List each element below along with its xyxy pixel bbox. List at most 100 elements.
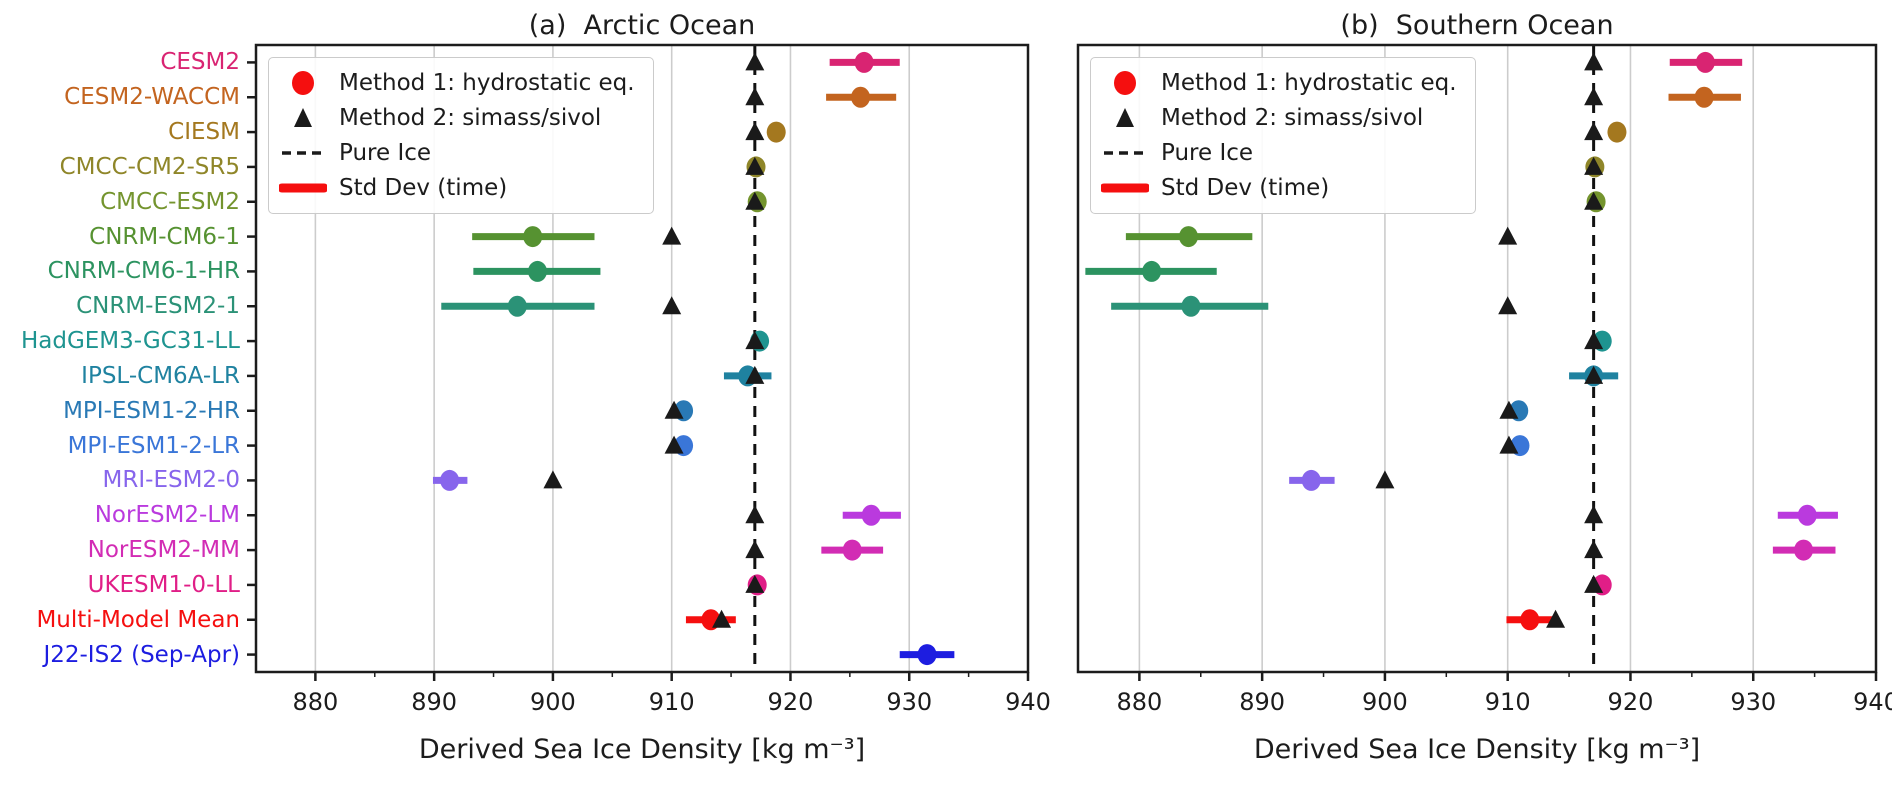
- arctic-row-MRI-ESM2-0: [432, 469, 563, 491]
- legend-item: Std Dev (time): [1101, 172, 1457, 204]
- method2-triangle: [662, 296, 682, 315]
- legend-item: Std Dev (time): [279, 172, 635, 204]
- legend-item: Method 1: hydrostatic eq.: [1101, 67, 1457, 99]
- method2-triangle: [1584, 365, 1604, 384]
- circle-icon: [279, 68, 327, 98]
- thick-line-icon: [279, 173, 327, 203]
- dashed-line-legend-icon: [282, 151, 324, 155]
- method2-triangle: [662, 226, 682, 245]
- triangle-icon: [279, 103, 327, 133]
- triangle-icon: [1101, 103, 1149, 133]
- panel-b-title: (b) Southern Ocean: [1340, 10, 1614, 41]
- x-tick-label: 900: [530, 688, 576, 716]
- legend-label: Pure Ice: [339, 140, 432, 166]
- method2-triangle: [1584, 87, 1604, 106]
- model-label-MPI-ESM1-2-HR: MPI-ESM1-2-HR: [63, 397, 240, 424]
- x-tick-label: 920: [1608, 688, 1654, 716]
- y-ticks: [247, 61, 256, 656]
- arctic-row-CESM2-WACCM: [745, 86, 897, 108]
- southern-row-CMCC-ESM2: [1584, 191, 1606, 213]
- method1-circle: [1301, 469, 1321, 491]
- southern-x-axis: 880 890 900 910 920 930 940: [1116, 672, 1892, 716]
- model-label-UKESM1-0-LL: UKESM1-0-LL: [87, 571, 240, 598]
- arctic-row-HadGEM3-GC31-LL: [745, 330, 770, 352]
- southern-row-CMCC-CM2-SR5: [1584, 156, 1605, 178]
- method2-triangle: [745, 87, 765, 106]
- panel-arctic: 880 890 900 910 920 930 940: [247, 43, 1051, 716]
- legend-label: Std Dev (time): [1161, 175, 1330, 201]
- model-label-NorESM2-MM: NorESM2-MM: [87, 537, 240, 564]
- model-label-NorESM2-LM: NorESM2-LM: [94, 502, 240, 529]
- x-tick-label: 940: [1005, 688, 1051, 716]
- thick-line-icon: [1101, 173, 1149, 203]
- method1-circle: [1178, 226, 1198, 248]
- southern-row-Multi-Model Mean: [1506, 609, 1566, 631]
- southern-row-CNRM-CM6-1: [1125, 226, 1518, 248]
- method1-circle: [917, 644, 937, 666]
- method2-triangle: [745, 540, 765, 559]
- method1-circle: [842, 539, 862, 561]
- model-label-IPSL-CM6A-LR: IPSL-CM6A-LR: [81, 362, 240, 389]
- model-label-CMCC-CM2-SR5: CMCC-CM2-SR5: [59, 153, 240, 180]
- arctic-row-CIESM: [745, 121, 786, 143]
- arctic-row-Multi-Model Mean: [685, 609, 736, 631]
- southern-row-CESM2-WACCM: [1584, 86, 1741, 108]
- dashed-line-legend-icon: [1104, 151, 1146, 155]
- arctic-row-IPSL-CM6A-LR: [723, 365, 772, 387]
- arctic-x-axis: 880 890 900 910 920 930 940: [292, 672, 1051, 716]
- method1-circle: [1797, 504, 1817, 526]
- arctic-row-CNRM-ESM2-1: [441, 295, 682, 317]
- legend-box: Method 1: hydrostatic eq. Method 2: simas…: [268, 57, 654, 214]
- legend-label: Method 1: hydrostatic eq.: [339, 70, 635, 96]
- thick-line-legend-icon: [279, 183, 327, 193]
- method2-triangle: [1375, 470, 1395, 489]
- model-label-MRI-ESM2-0: MRI-ESM2-0: [102, 467, 240, 494]
- method2-triangle: [543, 470, 563, 489]
- method2-triangle: [1498, 226, 1518, 245]
- panel-a-title: (a) Arctic Ocean: [528, 10, 756, 41]
- southern-row-CIESM: [1584, 121, 1627, 143]
- southern-row-CNRM-ESM2-1: [1111, 295, 1518, 317]
- legend-item: Method 1: hydrostatic eq.: [279, 67, 635, 99]
- dashed-line-icon: [279, 138, 327, 168]
- method1-circle: [1181, 295, 1201, 317]
- arctic-row-J22-IS2 (Sep-Apr): [899, 644, 955, 666]
- method1-circle: [507, 295, 527, 317]
- arctic-spines: [254, 43, 1030, 674]
- southern-row-NorESM2-LM: [1584, 504, 1838, 526]
- x-tick-label: 930: [886, 688, 932, 716]
- x-tick-label: 880: [292, 688, 338, 716]
- method1-circle: [1142, 260, 1162, 282]
- southern-row-NorESM2-MM: [1584, 539, 1836, 561]
- method1-circle: [1694, 86, 1714, 108]
- model-label-CNRM-ESM2-1: CNRM-ESM2-1: [76, 293, 240, 320]
- model-label-CNRM-CM6-1-HR: CNRM-CM6-1-HR: [47, 258, 240, 285]
- method2-triangle: [664, 435, 684, 454]
- southern-row-MRI-ESM2-0: [1289, 469, 1395, 491]
- method2-triangle: [1584, 331, 1604, 350]
- method1-circle: [523, 226, 543, 248]
- legend-item: Pure Ice: [279, 137, 635, 169]
- x-tick-label: 910: [1485, 688, 1531, 716]
- arctic-row-CNRM-CM6-1: [472, 226, 682, 248]
- legend-label: Method 2: simass/sivol: [1161, 105, 1424, 131]
- southern-row-IPSL-CM6A-LR: [1569, 365, 1619, 387]
- model-label-CMCC-ESM2: CMCC-ESM2: [100, 188, 240, 215]
- method2-triangle: [1584, 574, 1604, 593]
- method2-triangle: [745, 191, 765, 210]
- method2-triangle: [745, 505, 765, 524]
- method1-circle: [854, 51, 874, 73]
- thick-line-legend-icon: [1101, 183, 1149, 193]
- method2-triangle: [745, 365, 765, 384]
- southern-row-HadGEM3-GC31-LL: [1584, 330, 1612, 352]
- southern-row-MPI-ESM1-2-HR: [1499, 400, 1529, 422]
- southern-row-CNRM-CM6-1-HR: [1085, 260, 1217, 282]
- southern-row-MPI-ESM1-2-LR: [1499, 435, 1530, 457]
- legend-label: Std Dev (time): [339, 175, 508, 201]
- method2-triangle: [1498, 296, 1518, 315]
- circle-legend-icon: [292, 71, 314, 95]
- legend-label: Pure Ice: [1161, 140, 1254, 166]
- method2-triangle: [1584, 540, 1604, 559]
- x-tick-label: 890: [1239, 688, 1285, 716]
